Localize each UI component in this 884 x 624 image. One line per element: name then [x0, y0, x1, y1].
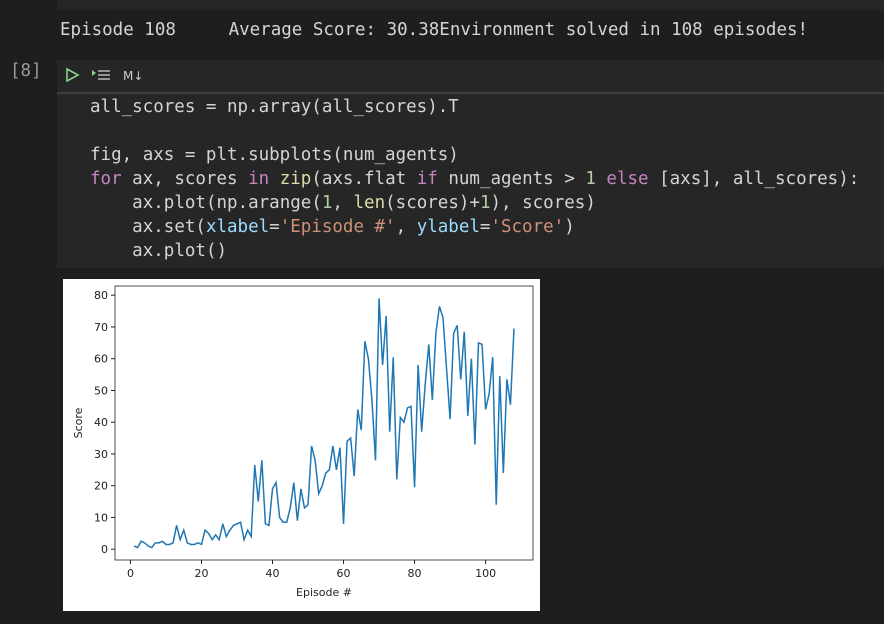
code-line: ax.set(xlabel='Episode #', ylabel='Score… — [90, 217, 575, 237]
code-cell — [57, 60, 884, 268]
y-tick-label: 70 — [94, 321, 108, 334]
plot: 0 20 40 60 80 100 0 10 20 30 40 50 60 70 80 Episode # Sc… — [72, 285, 534, 599]
x-tick-label: 100 — [475, 567, 496, 580]
y-tick-label: 50 — [94, 384, 108, 397]
code-line: for ax, scores in zip(axs.flat if num_ag… — [90, 169, 859, 189]
x-tick-label: 0 — [127, 567, 134, 580]
y-tick-label: 30 — [94, 448, 108, 461]
y-tick-label: 80 — [94, 289, 108, 302]
x-tick-label: 60 — [337, 567, 351, 580]
y-tick-label: 10 — [94, 511, 108, 524]
y-axis-label: Score — [72, 407, 85, 438]
plot-background — [63, 279, 540, 611]
x-tick-label: 80 — [408, 567, 422, 580]
x-tick-label: 20 — [194, 567, 208, 580]
x-tick-label: 40 — [266, 567, 280, 580]
y-tick-label: 0 — [101, 543, 108, 556]
run-button[interactable] — [66, 67, 80, 83]
code-line: ax.plot() — [90, 241, 227, 261]
y-tick-label: 20 — [94, 480, 108, 493]
previous-cell — [57, 0, 884, 10]
markdown-button[interactable]: M↓ — [123, 69, 143, 83]
output-text: Episode 108 Average Score: 30.38Environm… — [60, 20, 808, 40]
y-tick-label: 40 — [94, 416, 108, 429]
code-block: all_scores = np.array(all_scores).T fig, … — [90, 97, 859, 261]
code-line: ax.plot(np.arange(1, len(scores)+1), sco… — [90, 193, 596, 213]
plot-frame — [114, 285, 534, 561]
execution-count: [8] — [10, 61, 42, 81]
code-line: fig, axs = plt.subplots(num_agents) — [90, 145, 459, 165]
code-line: all_scores = np.array(all_scores).T — [90, 97, 459, 117]
y-tick-label: 60 — [94, 353, 108, 366]
run-below-button[interactable] — [92, 70, 110, 80]
line-series — [133, 298, 515, 549]
x-axis-label: Episode # — [296, 586, 352, 599]
